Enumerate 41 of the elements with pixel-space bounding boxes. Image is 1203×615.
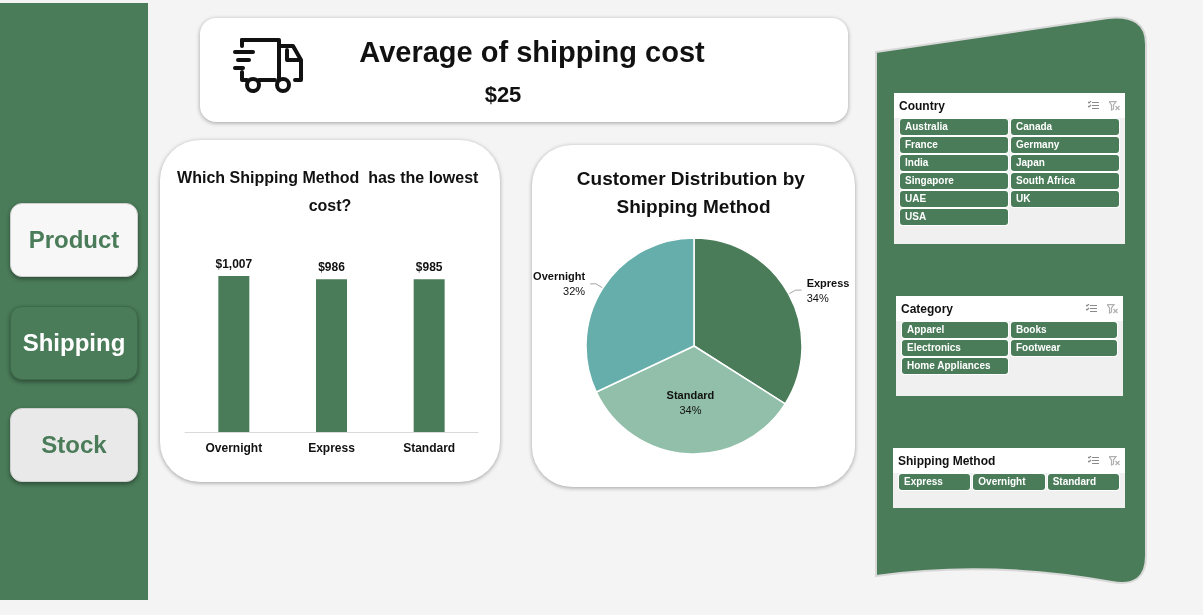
filter-button: Canada: [1011, 119, 1119, 135]
nav-button: Shipping: [10, 306, 138, 380]
data-label: $986: [318, 260, 346, 275]
filter-button: UK: [1011, 191, 1119, 207]
filter-button: Footwear: [1011, 340, 1117, 356]
filter-button: Books: [1011, 322, 1117, 338]
filter-button: Overnight: [973, 474, 1045, 490]
nav-button: Product: [10, 203, 138, 277]
filter-button: Japan: [1011, 155, 1119, 171]
filter-button: Electronics: [902, 340, 1008, 356]
filter-button: Home Appliances: [902, 358, 1008, 374]
filter-button: France: [900, 137, 1008, 153]
x-tick-label: Express: [308, 441, 356, 455]
filter-button: Standard: [1047, 474, 1119, 490]
x-tick-label: Standard: [403, 441, 456, 455]
text: Category: [901, 302, 954, 316]
slice-label: Overnight: [533, 270, 586, 283]
filter-button: South Africa: [1011, 173, 1119, 189]
nav-button: Stock: [10, 408, 138, 482]
data-label: 34%: [806, 291, 829, 304]
data-label: 32%: [563, 285, 586, 298]
x-tick-label: Overnight: [205, 441, 263, 455]
filter-button: Germany: [1011, 137, 1119, 153]
text: Country: [899, 99, 945, 113]
filter-button: Australia: [900, 119, 1008, 135]
chart-title: Customer Distribution by Shipping Method: [576, 167, 811, 217]
text: Shipping Method: [898, 454, 996, 468]
data-label: $985: [415, 260, 443, 275]
data-label: $1,007: [215, 256, 253, 271]
filter-button: India: [900, 155, 1008, 171]
data-label: 34%: [679, 404, 702, 417]
slice-label: Standard: [666, 389, 715, 402]
filter-button: UAE: [900, 191, 1008, 207]
filter-button: Singapore: [900, 173, 1008, 189]
filter-button: Express: [899, 474, 971, 490]
slice-label: Express: [806, 276, 850, 289]
filter-button: USA: [900, 209, 1008, 225]
filter-button: Apparel: [902, 322, 1008, 338]
chart-title: Which Shipping Method has the lowest cost?: [177, 168, 483, 214]
text: Average of shipping cost: [358, 36, 706, 69]
text: $25: [483, 82, 523, 108]
